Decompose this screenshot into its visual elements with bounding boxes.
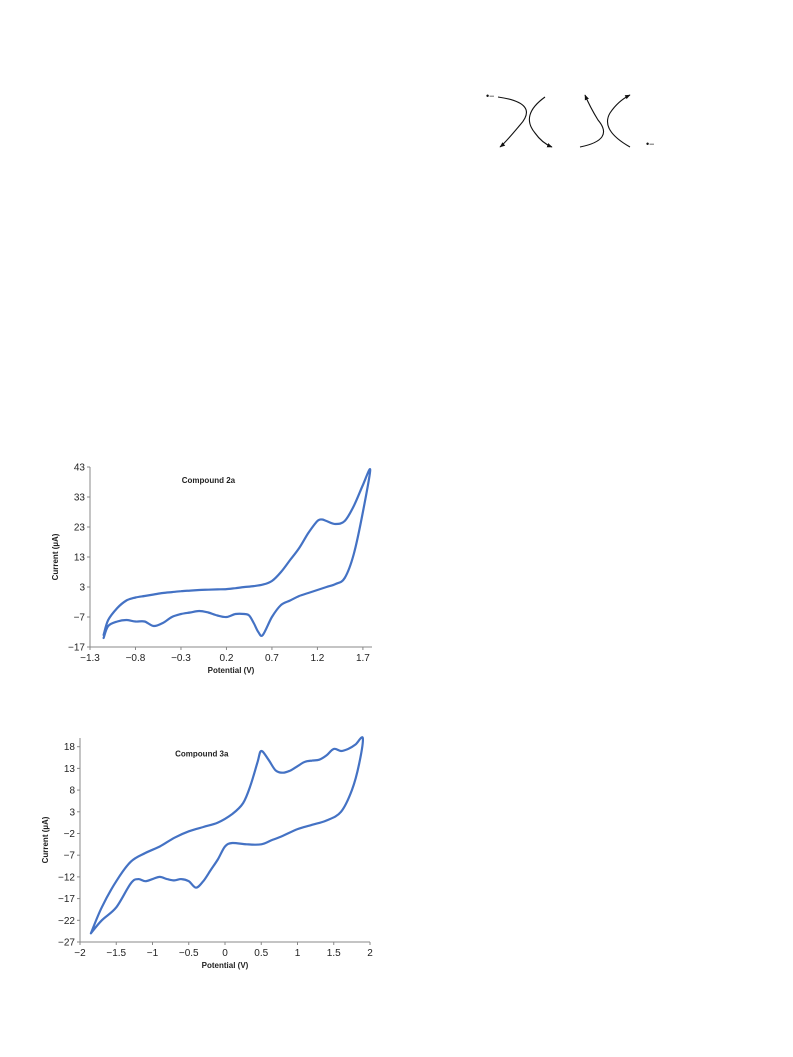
y-tick-label: 13 xyxy=(74,553,86,564)
scheme-arc-4 xyxy=(606,94,631,148)
x-tick-label: −0.8 xyxy=(126,653,146,664)
x-tick-label: 1.2 xyxy=(310,653,324,664)
x-tick-label: −2 xyxy=(74,948,86,959)
cv-chart-compound-2a: 43 33 23 13 3 −7 −17−1.3 −0.8 −0.3 0.2 0.7 1.2 1.7 Po… xyxy=(51,463,372,675)
y-tick-label: 13 xyxy=(64,764,76,775)
scheme-arc-2 xyxy=(528,96,553,148)
y-tick-label: −27 xyxy=(58,938,75,949)
scheme-right-label: •− xyxy=(646,139,654,149)
y-tick-label: −7 xyxy=(64,851,76,862)
x-tick-label: −1 xyxy=(147,948,159,959)
y-tick-label: 23 xyxy=(74,523,86,534)
y-tick-label: 8 xyxy=(69,786,75,797)
x-tick-label: 0.2 xyxy=(219,653,233,664)
x-tick-label: 1.7 xyxy=(356,653,370,664)
x-tick-label: 1.5 xyxy=(327,948,341,959)
x-tick-label: −0.5 xyxy=(179,948,199,959)
cv-series-line-0 xyxy=(89,736,364,935)
y-tick-label: 33 xyxy=(74,493,86,504)
x-tick-label: 0.5 xyxy=(254,948,268,959)
y-tick-label: −22 xyxy=(58,916,75,927)
x-tick-label: −1.5 xyxy=(106,948,126,959)
scheme-left-label: •− xyxy=(486,91,494,101)
chart-title: Compound 3a xyxy=(175,749,229,758)
scheme-arc-3 xyxy=(579,94,604,148)
y-tick-label: 18 xyxy=(64,742,76,753)
y-tick-label: −7 xyxy=(74,613,86,624)
y-axis-label: Current (µA) xyxy=(41,816,50,863)
x-tick-label: −0.3 xyxy=(171,653,191,664)
y-tick-label: 3 xyxy=(69,807,75,818)
cv-series-line-0 xyxy=(102,468,372,640)
y-tick-label: −12 xyxy=(58,872,75,883)
x-axis-label: Potential (V) xyxy=(202,961,249,970)
x-tick-label: 0.7 xyxy=(265,653,279,664)
x-tick-label: −1.3 xyxy=(80,653,100,664)
scheme-arc-1 xyxy=(497,96,527,148)
y-tick-label: −17 xyxy=(68,643,85,654)
x-tick-label: 2 xyxy=(367,948,373,959)
x-tick-label: 0 xyxy=(222,948,228,959)
chart-title: Compound 2a xyxy=(182,476,236,485)
y-tick-label: −2 xyxy=(64,829,76,840)
y-tick-label: 3 xyxy=(79,583,85,594)
y-tick-label: −17 xyxy=(58,894,75,905)
reaction-scheme: •− •− xyxy=(486,91,654,149)
x-tick-label: 1 xyxy=(295,948,301,959)
y-tick-label: 43 xyxy=(74,463,86,474)
x-axis-label: Potential (V) xyxy=(208,666,255,675)
y-axis-label: Current (µA) xyxy=(51,533,60,580)
